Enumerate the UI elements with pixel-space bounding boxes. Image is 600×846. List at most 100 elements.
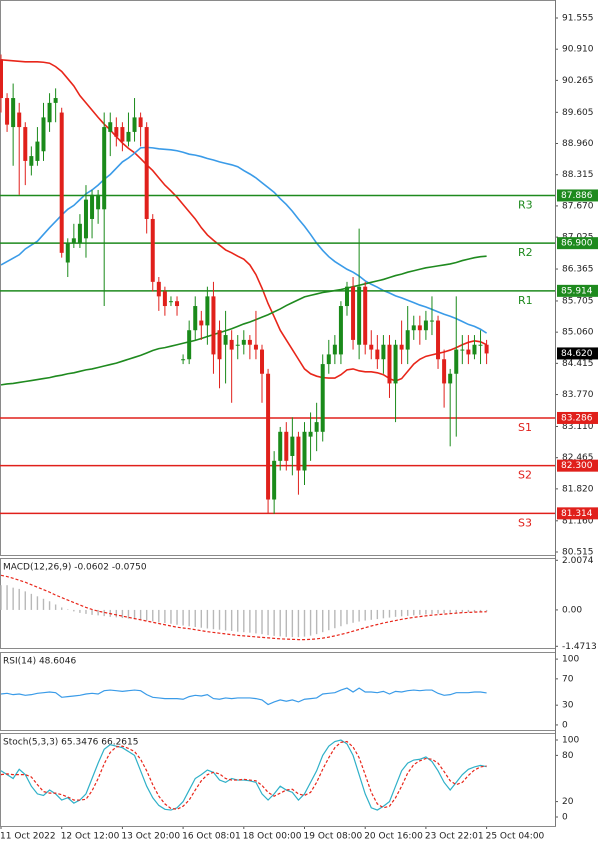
x-tick-label: 25 Oct 04:00 — [486, 832, 545, 842]
y-tick-label: 0 — [562, 720, 568, 730]
candle-body — [405, 330, 410, 350]
candle-body — [278, 431, 283, 461]
moving-average — [0, 146, 488, 334]
y-tick-label: 85.060 — [562, 328, 594, 338]
candle-body — [102, 127, 107, 210]
panel-title: Stoch(5,3,3) 65.3476 66.2615 — [3, 738, 138, 748]
candle-body — [399, 344, 404, 350]
level-price-box — [557, 284, 598, 297]
candle-body — [187, 330, 192, 360]
candle-body — [429, 320, 434, 322]
candle-body — [217, 330, 222, 360]
y-tick-label: 87.670 — [562, 201, 594, 211]
candle-body — [247, 339, 252, 345]
candle-body — [5, 98, 10, 125]
y-tick-label: 81.820 — [562, 484, 594, 494]
candle-body — [363, 286, 368, 345]
y-tick-label: 85.705 — [562, 296, 594, 306]
candle-body — [369, 344, 374, 350]
y-tick-label: 83.110 — [562, 422, 594, 432]
x-tick-label: 11 Oct 2022 — [0, 832, 56, 842]
candle-body — [253, 344, 258, 350]
candle-body — [35, 141, 40, 161]
candle-body — [472, 344, 477, 355]
y-tick-label: 84.415 — [562, 359, 594, 369]
indicator-line — [0, 687, 487, 706]
level-name: S3 — [518, 516, 532, 529]
candle-body — [126, 131, 131, 142]
candle-body — [460, 349, 465, 351]
candle-body — [156, 281, 161, 297]
level-price-box — [557, 507, 598, 520]
candle-body — [448, 373, 453, 384]
y-tick-label: 83.770 — [562, 390, 594, 400]
y-tick-label: 82.465 — [562, 453, 594, 463]
level-price-label: 86.900 — [561, 239, 593, 249]
y-tick-label: 20 — [562, 797, 574, 807]
candle-body — [241, 339, 246, 345]
candle-body — [108, 122, 113, 132]
candle-body — [144, 127, 149, 219]
candle-body — [344, 286, 349, 307]
candle-body — [168, 301, 173, 303]
candle-body — [326, 354, 331, 365]
x-tick-label: 23 Oct 22:01 — [425, 832, 484, 842]
candle-body — [53, 98, 58, 103]
y-tick-label: 90.910 — [562, 45, 594, 55]
candle-body — [436, 320, 441, 360]
candle-body — [381, 344, 386, 360]
candle-body — [484, 344, 489, 354]
candle-body — [0, 59, 3, 99]
level-price-label: 81.314 — [561, 509, 593, 519]
current-price-box — [557, 347, 598, 360]
candle-body — [193, 306, 198, 331]
y-tick-label: 89.605 — [562, 108, 594, 118]
y-tick-label: 86.365 — [562, 265, 594, 275]
x-tick-label: 20 Oct 16:00 — [364, 832, 423, 842]
y-tick-label: 88.960 — [562, 139, 594, 149]
candle-body — [65, 243, 70, 263]
candle-body — [266, 373, 271, 500]
candle-body — [357, 286, 362, 345]
candle-body — [138, 117, 143, 128]
candle-body — [96, 194, 101, 210]
candle-body — [229, 339, 234, 350]
candle-body — [150, 218, 155, 282]
candle-body — [308, 431, 313, 437]
y-tick-label: -1.4713 — [562, 642, 597, 652]
candle-body — [29, 156, 34, 166]
candle-body — [211, 296, 216, 355]
level-price-box — [557, 189, 598, 202]
candle-body — [375, 349, 380, 360]
y-tick-label: 100 — [562, 655, 579, 665]
candle-body — [290, 436, 295, 456]
candle-body — [296, 436, 301, 471]
candle-body — [17, 112, 22, 128]
y-tick-label: 88.315 — [562, 170, 594, 180]
candle-body — [223, 335, 228, 345]
candle-body — [260, 349, 265, 374]
candle-body — [59, 112, 64, 253]
y-tick-label: 100 — [562, 736, 579, 746]
moving-average — [0, 59, 487, 382]
x-tick-label: 13 Oct 20:00 — [121, 832, 180, 842]
indicator-line — [0, 574, 487, 641]
moving-average — [0, 255, 487, 386]
candle-body — [132, 117, 137, 132]
level-price-label: 87.886 — [561, 191, 593, 201]
y-tick-label: 81.160 — [562, 516, 594, 526]
candle-body — [235, 344, 240, 346]
level-price-box — [557, 411, 598, 424]
candle-body — [332, 344, 337, 355]
y-tick-label: 2.0074 — [562, 556, 594, 566]
level-name: S1 — [518, 421, 532, 434]
current-price-label: 84.620 — [561, 349, 593, 359]
candle-body — [320, 364, 325, 432]
candle-body — [114, 127, 119, 137]
x-tick-label: 16 Oct 08:01 — [182, 832, 241, 842]
candle-body — [454, 349, 459, 374]
y-tick-label: 80.515 — [562, 548, 594, 558]
level-price-box — [557, 237, 598, 250]
candle-body — [83, 199, 88, 239]
